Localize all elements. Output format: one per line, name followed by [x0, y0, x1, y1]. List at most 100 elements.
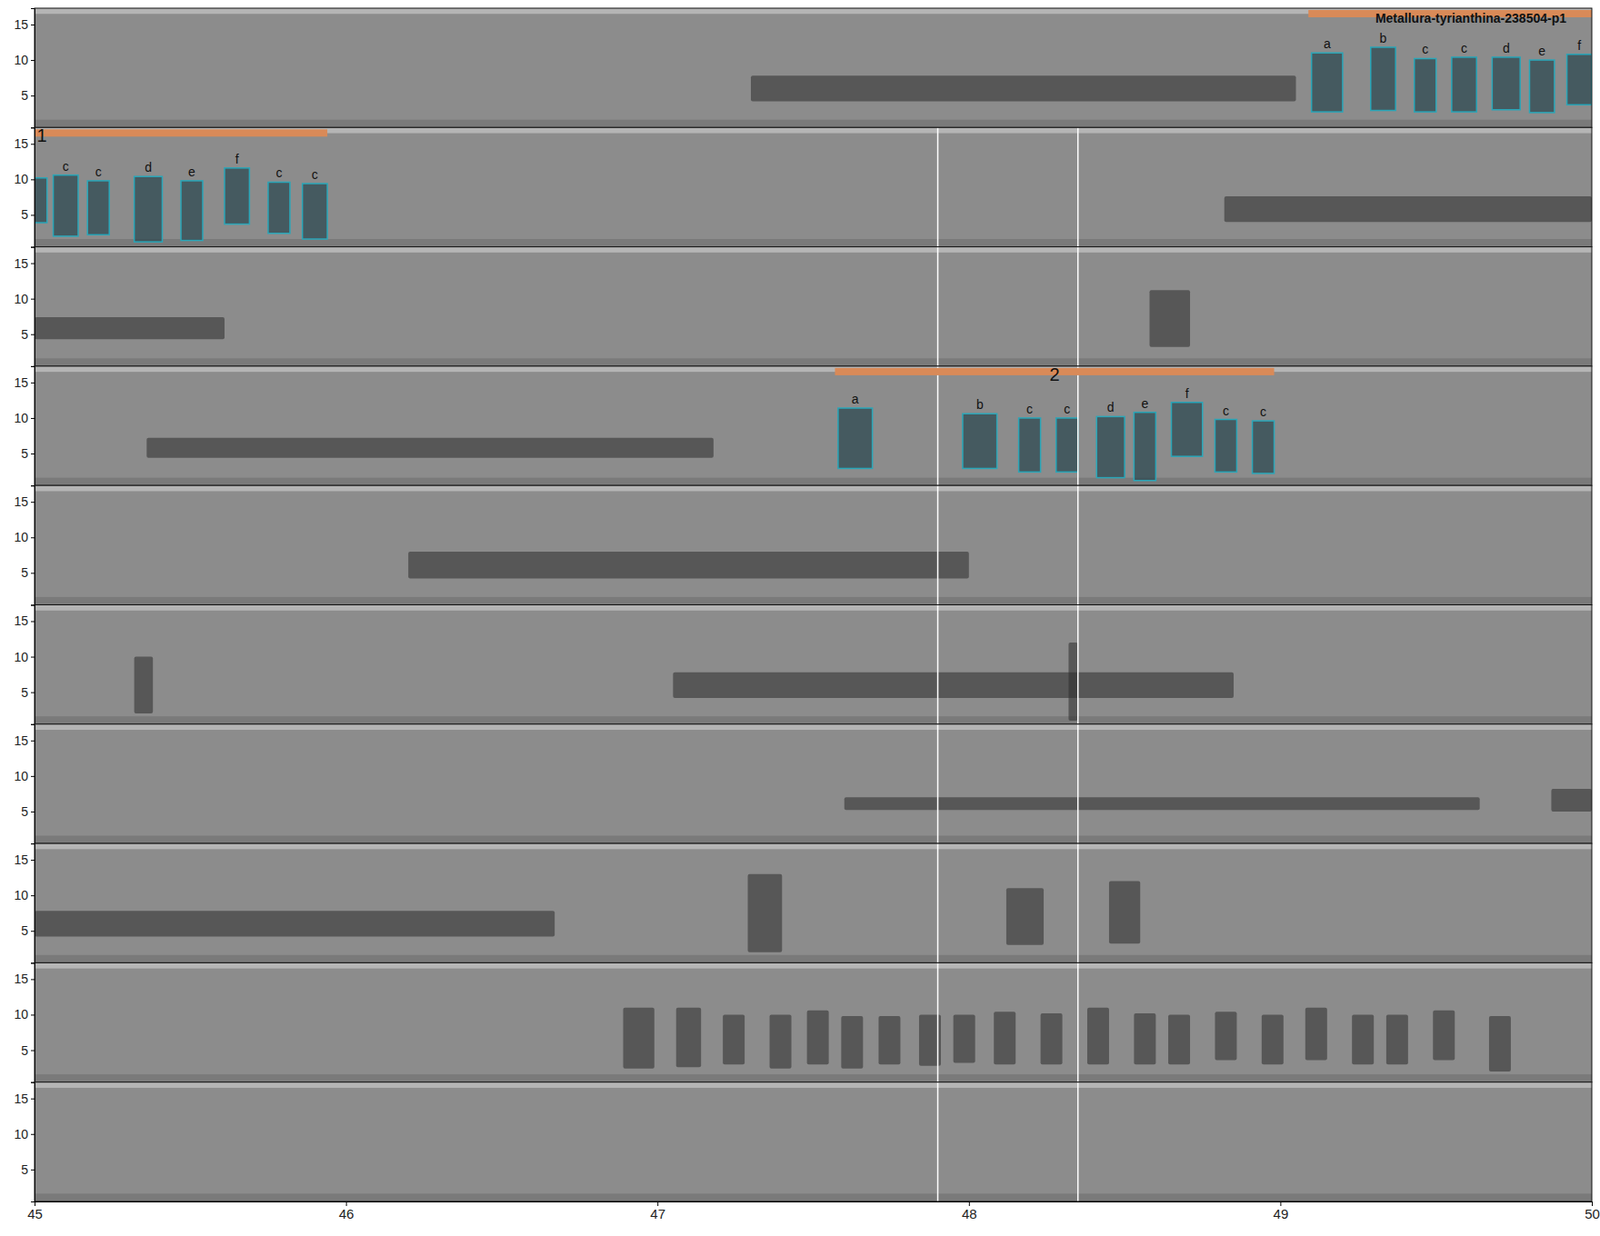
syllable-label: c [1260, 404, 1267, 420]
x-tick: 46 [339, 1201, 355, 1222]
y-tick-label: 15 [13, 1091, 29, 1107]
row-background [34, 247, 1592, 367]
syllable-label: e [188, 164, 196, 180]
marker-line [1077, 843, 1080, 963]
y-tick-mark [30, 860, 35, 861]
y-tick-mark [30, 60, 35, 61]
sound-event [1150, 290, 1191, 348]
y-tick-mark [30, 1099, 35, 1100]
y-tick: 5 [20, 565, 35, 580]
row-frame [34, 1082, 1592, 1202]
row-texts: Metallura-tyrianthina-238504-p1abccdef [1323, 10, 1581, 59]
y-axis: 51015 [13, 724, 35, 844]
y-tick: 10 [13, 171, 35, 187]
y-tick: 15 [13, 17, 35, 32]
syllable-label: c [1222, 403, 1230, 419]
row-top-band [34, 1082, 1592, 1089]
row-background [34, 605, 1592, 725]
y-tick-label: 5 [20, 207, 29, 222]
row-top-band [34, 962, 1592, 969]
sound-event [1133, 1013, 1156, 1065]
syllable-box [1414, 58, 1437, 112]
marker-line [1077, 724, 1080, 844]
row-top-band [34, 247, 1592, 253]
y-tick-mark [30, 776, 35, 778]
row-background [34, 366, 1592, 486]
y-tick-mark [30, 453, 35, 455]
y-tick-mark [30, 895, 35, 897]
row [34, 1082, 1592, 1202]
marker-line [937, 247, 940, 367]
syllable-label: c [95, 164, 102, 180]
sound-event [1432, 1010, 1455, 1061]
syllable-box [53, 175, 79, 237]
row: 1ccdefcc [34, 125, 1592, 247]
y-tick-mark [30, 143, 35, 145]
row-bottom-band [34, 716, 1592, 725]
x-tick: 50 [1584, 1201, 1600, 1222]
y-tick-label: 5 [20, 685, 29, 700]
y-tick: 5 [20, 1043, 35, 1059]
syllable-box [1214, 420, 1237, 473]
y-tick-mark [30, 572, 35, 574]
sound-event [134, 657, 154, 715]
y-tick-label: 15 [13, 733, 29, 749]
y-axis: 51015 [13, 9, 35, 129]
row [34, 485, 1592, 605]
x-tick-label: 50 [1584, 1206, 1600, 1222]
y-tick-label: 5 [20, 1162, 29, 1178]
sound-event [676, 1008, 701, 1069]
y-tick-mark [30, 263, 35, 265]
row-frame [34, 962, 1592, 1082]
marker-line [1077, 127, 1080, 247]
y-axis: 5 10 15 [13, 605, 35, 725]
syllable-label: c [275, 165, 282, 180]
syllable-label: d [144, 160, 152, 175]
syllable-box [1491, 57, 1520, 110]
y-tick-mark [30, 95, 35, 97]
syllable-label: c [311, 167, 319, 182]
y-tick: 15 [13, 494, 35, 510]
syllable-box [838, 408, 873, 469]
y-tick: 10 [13, 1127, 35, 1142]
y-tick: 10 [13, 410, 35, 426]
y-tick: 15 [13, 852, 35, 868]
sound-event [840, 1016, 863, 1070]
syllable-box [302, 183, 328, 240]
y-tick-mark [30, 979, 35, 980]
sound-event [1261, 1014, 1284, 1065]
row-top-band [34, 485, 1592, 491]
syllable-label: d [1502, 40, 1510, 56]
sound-event [34, 317, 225, 340]
x-tick-label: 46 [339, 1206, 355, 1222]
sound-event [34, 910, 555, 937]
sound-event [748, 874, 783, 953]
sound-event [146, 438, 714, 459]
syllable-label: c [1421, 41, 1429, 57]
marks [408, 485, 1079, 605]
row-background [34, 127, 1592, 247]
y-tick-label: 15 [13, 613, 29, 629]
marker-line [937, 1082, 940, 1202]
y-tick-label: 10 [13, 650, 29, 665]
syllable-box [34, 178, 48, 223]
y-axis: 5 10 15 [13, 1082, 35, 1202]
sound-event [1550, 789, 1592, 812]
y-tick: 5 [20, 207, 35, 222]
y-tick-label: 10 [13, 52, 29, 68]
y-tick: 15 [13, 136, 35, 151]
y-tick: 5 [20, 804, 35, 820]
syllable-label: e [1538, 43, 1546, 59]
y-tick-mark [30, 24, 35, 26]
row-bottom-band [34, 478, 1592, 487]
syllable-label: b [1380, 30, 1388, 46]
y-tick: 5 [20, 327, 35, 342]
y-tick: 15 [13, 256, 35, 271]
y-tick-mark [30, 214, 35, 216]
row-texts: 1ccdefcc [36, 125, 318, 182]
y-tick-label: 10 [13, 530, 29, 545]
syllable-box [1567, 54, 1592, 105]
y-tick-label: 5 [20, 923, 29, 939]
marks [750, 10, 1592, 113]
row-top-band [34, 366, 1592, 372]
